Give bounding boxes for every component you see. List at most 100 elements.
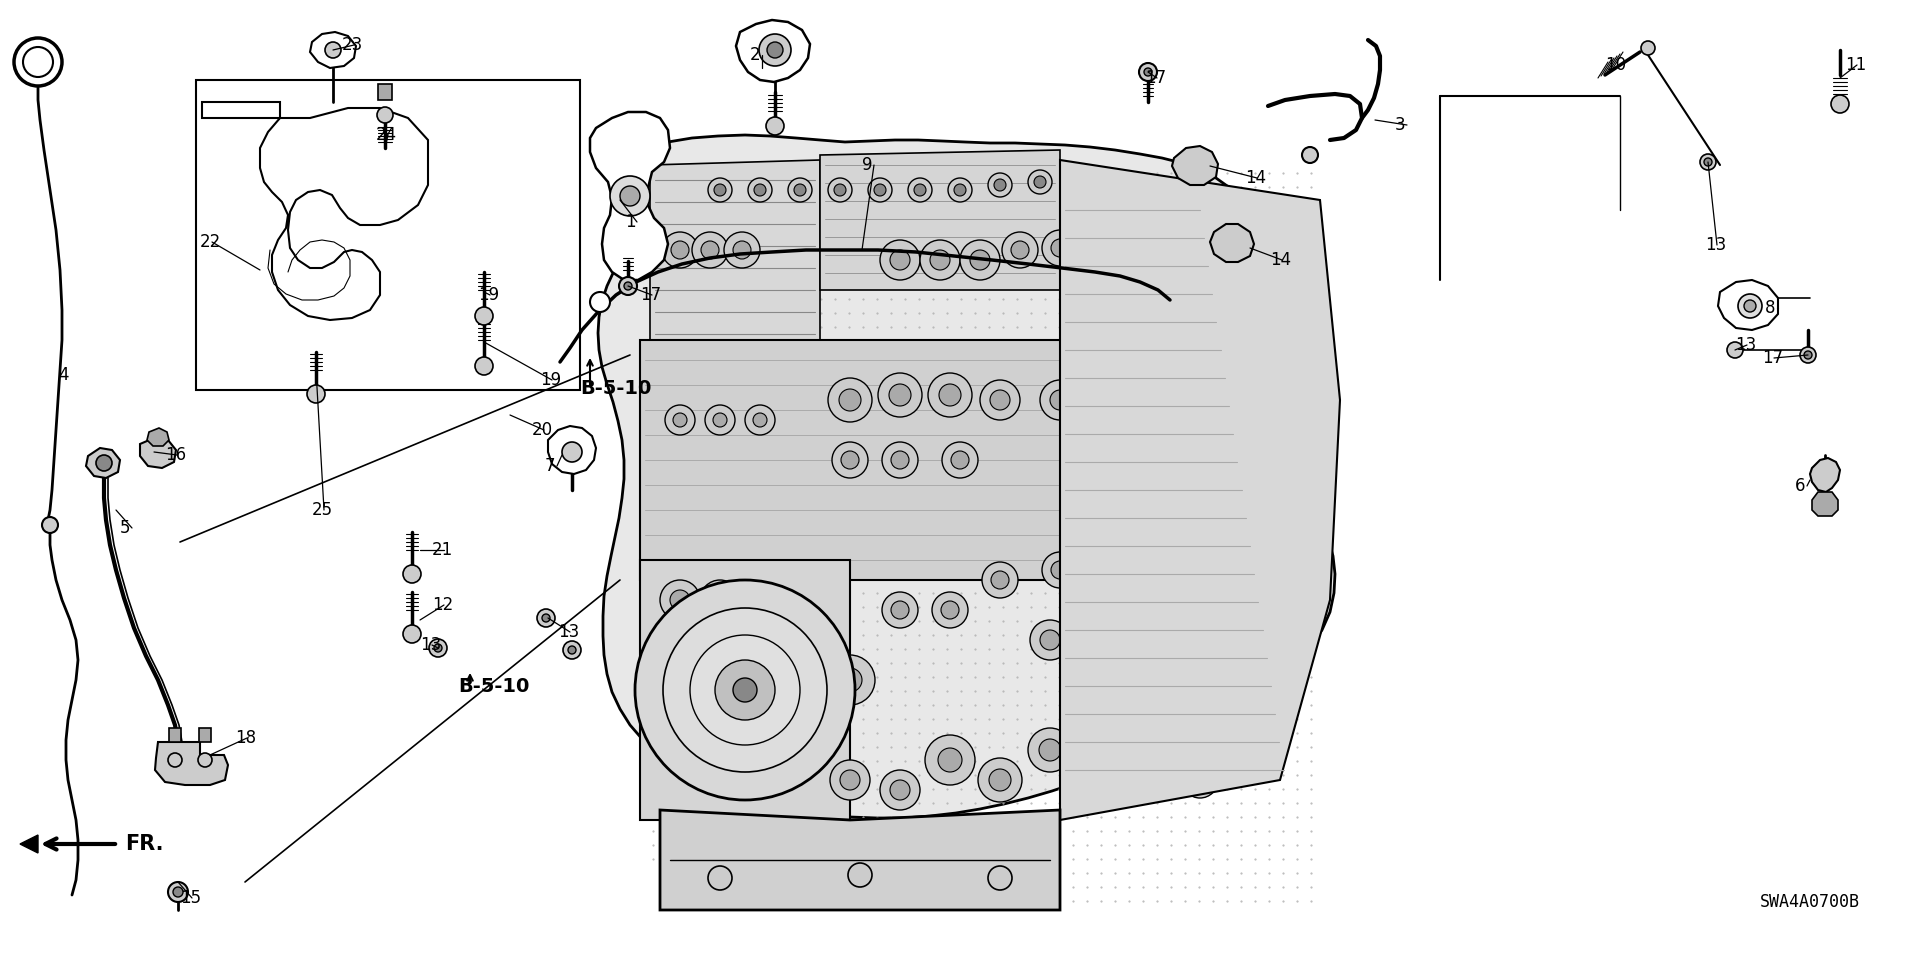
Circle shape [618, 277, 637, 295]
Text: 13: 13 [1736, 336, 1757, 354]
Text: 1: 1 [626, 213, 636, 231]
Polygon shape [1812, 492, 1837, 516]
Polygon shape [86, 448, 119, 478]
Circle shape [1233, 662, 1267, 698]
Circle shape [563, 442, 582, 462]
Circle shape [1050, 561, 1069, 579]
Circle shape [927, 373, 972, 417]
Circle shape [710, 590, 730, 610]
Circle shape [1100, 380, 1140, 420]
Circle shape [1139, 63, 1158, 81]
Circle shape [198, 753, 211, 767]
Circle shape [42, 517, 58, 533]
Circle shape [891, 250, 910, 270]
Text: 2: 2 [751, 46, 760, 64]
Circle shape [995, 179, 1006, 191]
Circle shape [960, 240, 1000, 280]
Text: 9: 9 [862, 156, 872, 174]
Circle shape [981, 562, 1018, 598]
Text: 7: 7 [545, 457, 555, 475]
Circle shape [849, 863, 872, 887]
Circle shape [1041, 380, 1079, 420]
Circle shape [941, 601, 958, 619]
Polygon shape [1811, 458, 1839, 492]
Text: SWA4A0700B: SWA4A0700B [1761, 893, 1860, 911]
Circle shape [787, 178, 812, 202]
Polygon shape [202, 102, 428, 320]
Polygon shape [148, 428, 169, 446]
Circle shape [1162, 562, 1198, 598]
Circle shape [541, 614, 549, 622]
Circle shape [948, 178, 972, 202]
Circle shape [670, 241, 689, 259]
Polygon shape [200, 728, 211, 742]
Text: 17: 17 [1763, 349, 1784, 367]
Polygon shape [1210, 224, 1254, 262]
Circle shape [1131, 680, 1169, 720]
Polygon shape [651, 160, 820, 340]
Circle shape [879, 770, 920, 810]
Text: 17: 17 [639, 286, 660, 304]
Polygon shape [597, 135, 1334, 818]
Circle shape [474, 307, 493, 325]
Circle shape [1140, 690, 1160, 710]
Circle shape [1110, 390, 1131, 410]
Circle shape [979, 380, 1020, 420]
Circle shape [1041, 630, 1060, 650]
Circle shape [674, 413, 687, 427]
Polygon shape [547, 426, 595, 474]
Circle shape [977, 758, 1021, 802]
Circle shape [1112, 571, 1129, 589]
Text: 16: 16 [165, 446, 186, 464]
Circle shape [1079, 680, 1119, 720]
Circle shape [1240, 751, 1260, 769]
Circle shape [1240, 671, 1260, 689]
Circle shape [929, 250, 950, 270]
Circle shape [749, 178, 772, 202]
Circle shape [1160, 380, 1200, 420]
Circle shape [881, 592, 918, 628]
Circle shape [766, 42, 783, 58]
Text: 3: 3 [1396, 116, 1405, 134]
Circle shape [1302, 147, 1317, 163]
Circle shape [753, 413, 766, 427]
Circle shape [428, 639, 447, 657]
Polygon shape [1060, 160, 1340, 820]
Circle shape [173, 887, 182, 897]
Circle shape [914, 184, 925, 196]
Circle shape [324, 42, 342, 58]
Text: 17: 17 [1144, 69, 1165, 87]
Text: 15: 15 [180, 889, 202, 907]
Circle shape [889, 384, 910, 406]
Circle shape [891, 451, 908, 469]
Polygon shape [735, 20, 810, 82]
Text: 14: 14 [1244, 169, 1265, 187]
Circle shape [733, 678, 756, 702]
Circle shape [705, 405, 735, 435]
Circle shape [950, 451, 970, 469]
Bar [196, 80, 580, 390]
Circle shape [1169, 390, 1190, 410]
Circle shape [931, 592, 968, 628]
Circle shape [1039, 739, 1062, 761]
Circle shape [662, 232, 699, 268]
Text: 19: 19 [478, 286, 499, 304]
Circle shape [1027, 728, 1071, 772]
Circle shape [23, 47, 54, 77]
Circle shape [877, 373, 922, 417]
Circle shape [908, 178, 931, 202]
Circle shape [868, 178, 893, 202]
Circle shape [891, 780, 910, 800]
Circle shape [689, 635, 801, 745]
Circle shape [624, 282, 632, 290]
Circle shape [991, 390, 1010, 410]
Circle shape [1699, 154, 1716, 170]
Circle shape [991, 571, 1010, 589]
Circle shape [939, 748, 962, 772]
Circle shape [403, 565, 420, 583]
Circle shape [833, 184, 847, 196]
Polygon shape [169, 728, 180, 742]
Polygon shape [820, 150, 1060, 290]
Circle shape [1102, 562, 1139, 598]
Circle shape [1190, 771, 1210, 789]
